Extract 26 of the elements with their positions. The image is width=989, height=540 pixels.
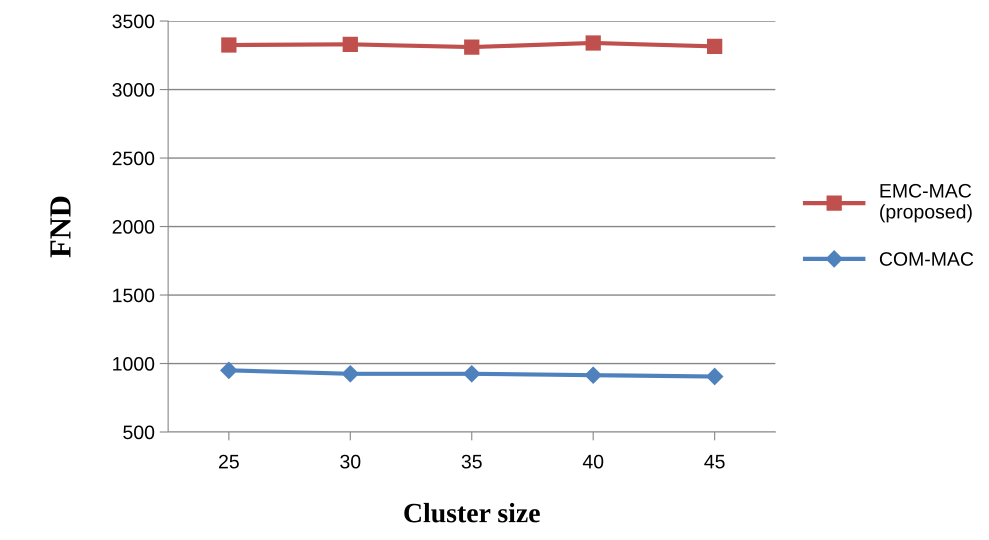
point (220, 362, 238, 379)
point (221, 37, 236, 53)
x-tick-label: 25 (219, 454, 239, 469)
y-tick-label: 2000 (112, 220, 154, 234)
point (584, 366, 602, 384)
y-tick-label: 1000 (113, 356, 154, 371)
y-tick-label: 500 (123, 425, 154, 440)
y-tick-label: 2500 (112, 152, 154, 166)
y-tick-label: 3500 (112, 14, 154, 28)
x-tick-label: 45 (704, 454, 725, 469)
x-tick-label: 30 (340, 454, 360, 469)
point (342, 36, 358, 52)
x-tick-label: 35 (462, 454, 482, 469)
point (464, 39, 480, 55)
y-axis-title: FND (50, 196, 71, 258)
legend-label: EMC-MAC (proposed) (880, 184, 972, 222)
x-axis-title: Cluster size (404, 502, 540, 523)
x-tick-label: 40 (582, 454, 604, 469)
y-tick-label: 1500 (113, 288, 154, 302)
legend-label: COM-MAC (880, 252, 974, 266)
point (706, 368, 724, 386)
point (463, 365, 480, 382)
y-tick-label: 3000 (112, 83, 154, 97)
point (342, 365, 359, 382)
point (586, 35, 601, 51)
point (707, 38, 722, 54)
